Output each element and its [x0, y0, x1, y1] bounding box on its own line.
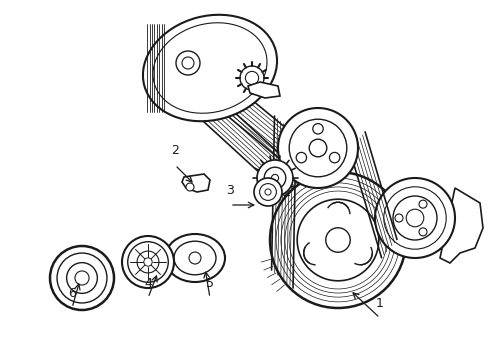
- Circle shape: [264, 189, 270, 195]
- Circle shape: [185, 183, 194, 191]
- Circle shape: [245, 71, 258, 85]
- Circle shape: [253, 178, 282, 206]
- Ellipse shape: [174, 241, 216, 275]
- Ellipse shape: [142, 15, 277, 121]
- Circle shape: [418, 200, 426, 208]
- Polygon shape: [439, 188, 482, 263]
- Circle shape: [308, 139, 326, 157]
- Circle shape: [383, 187, 445, 249]
- Circle shape: [269, 172, 405, 308]
- Circle shape: [297, 199, 378, 281]
- Circle shape: [406, 209, 423, 227]
- Circle shape: [325, 228, 349, 252]
- Text: 4: 4: [144, 277, 152, 290]
- Circle shape: [240, 66, 264, 90]
- Ellipse shape: [153, 23, 266, 113]
- Polygon shape: [182, 174, 209, 192]
- Circle shape: [122, 236, 174, 288]
- Polygon shape: [247, 82, 280, 98]
- Text: 1: 1: [375, 297, 383, 310]
- Circle shape: [278, 108, 357, 188]
- Circle shape: [50, 246, 114, 310]
- Text: 3: 3: [225, 184, 233, 197]
- Circle shape: [137, 251, 159, 273]
- Circle shape: [288, 119, 346, 177]
- Circle shape: [276, 178, 399, 302]
- Circle shape: [127, 242, 168, 282]
- Circle shape: [394, 214, 402, 222]
- Circle shape: [259, 184, 276, 201]
- Circle shape: [176, 51, 200, 75]
- Text: 6: 6: [68, 287, 76, 300]
- Circle shape: [374, 178, 454, 258]
- Circle shape: [296, 152, 306, 163]
- Circle shape: [392, 196, 436, 240]
- Circle shape: [285, 187, 390, 293]
- Circle shape: [288, 191, 386, 289]
- Circle shape: [57, 253, 107, 303]
- Circle shape: [189, 252, 201, 264]
- Circle shape: [418, 228, 426, 236]
- Circle shape: [280, 183, 394, 297]
- Circle shape: [143, 258, 152, 266]
- Text: 5: 5: [205, 277, 214, 290]
- Circle shape: [312, 123, 323, 134]
- Circle shape: [66, 263, 97, 293]
- Circle shape: [329, 152, 339, 163]
- Text: 2: 2: [171, 144, 179, 157]
- Circle shape: [182, 57, 194, 69]
- Circle shape: [75, 271, 89, 285]
- Circle shape: [271, 174, 278, 181]
- Ellipse shape: [164, 234, 224, 282]
- Circle shape: [264, 167, 285, 189]
- Circle shape: [257, 160, 292, 196]
